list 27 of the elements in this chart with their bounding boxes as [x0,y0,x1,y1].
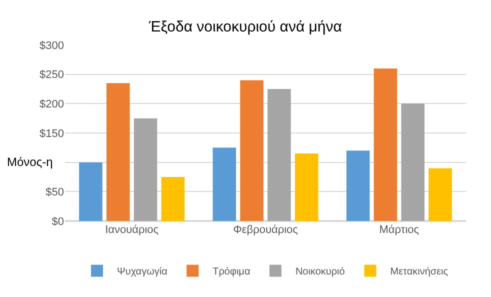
bar [428,168,452,221]
y-tick-label: $200 [40,98,64,111]
bar [268,89,291,221]
bar [106,83,130,221]
bar [374,68,398,221]
bar [294,154,318,221]
bar [161,177,185,221]
y-tick-label: $150 [40,128,64,140]
legend-label: Τρόφιμα [212,266,250,278]
bar [134,118,158,221]
bar [79,162,102,221]
bar [240,80,264,221]
y-tick-label: $300 [40,40,64,52]
bar [212,148,236,221]
y-tick-label: $50 [46,186,64,199]
x-tick-label: Ιανουάριος [105,224,159,236]
chart-title: Έξοδα νοικοκυριού ανά μήνα [148,18,342,36]
bar [401,104,425,221]
x-tick-label: Φεβρουάριος [233,224,298,236]
bar [346,150,370,221]
legend-label: Ψυχαγωγία [117,266,168,278]
legend-label: Μετακινήσεις [390,266,448,278]
y-tick-label: $250 [40,69,64,82]
x-tick-label: Μάρτιος [379,224,420,236]
text: Μόνος-η [7,155,53,169]
legend-label: Νοικοκυριό [295,266,346,278]
y-tick-label: $0 [52,216,64,228]
